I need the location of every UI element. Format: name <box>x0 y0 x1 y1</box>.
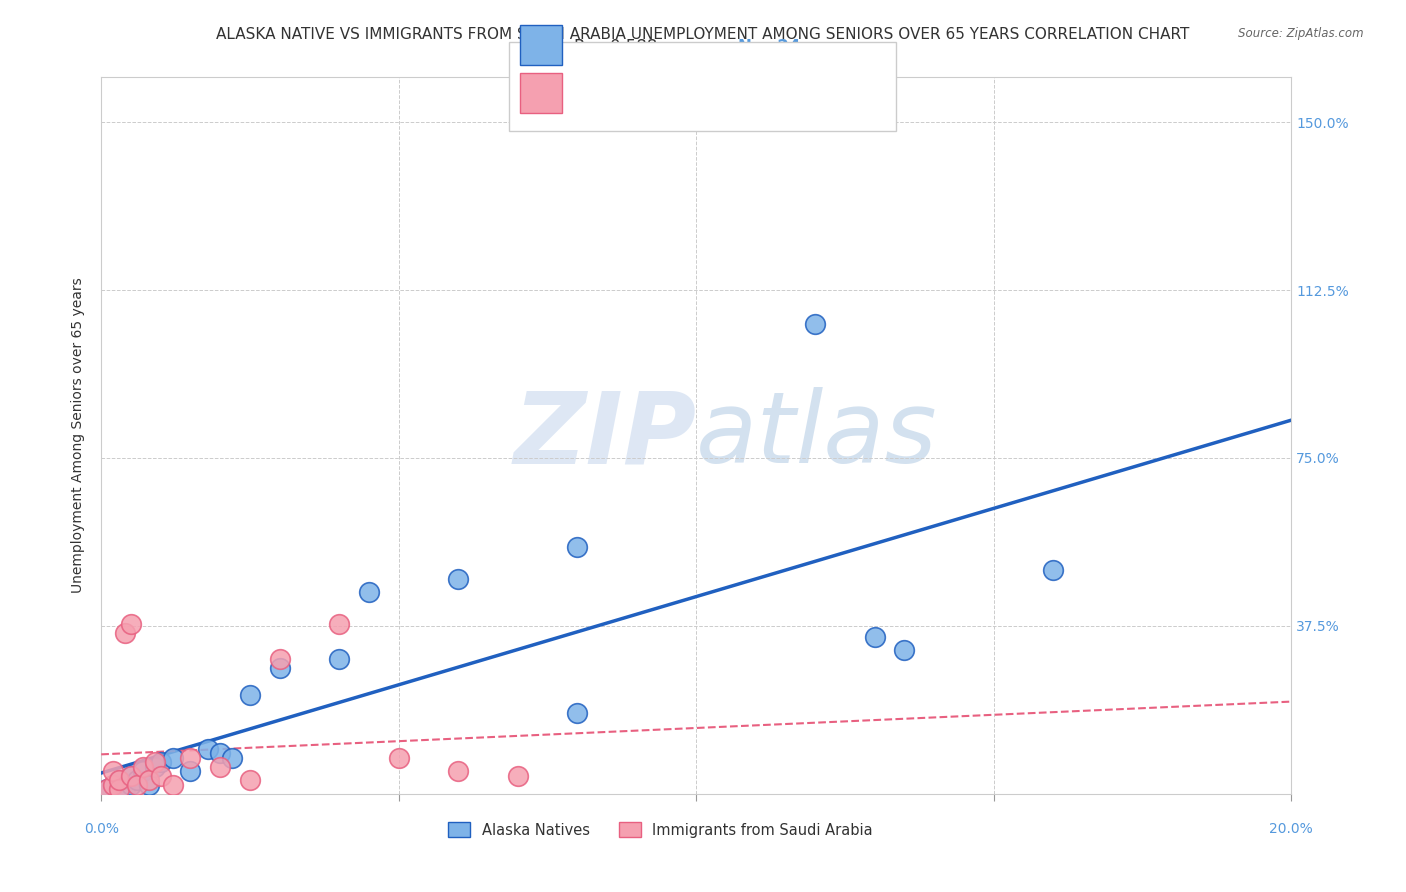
Point <box>328 652 350 666</box>
Point <box>101 778 124 792</box>
Point <box>114 782 136 797</box>
Point <box>114 625 136 640</box>
Point <box>209 760 232 774</box>
Point <box>567 706 589 720</box>
Point <box>269 661 291 675</box>
Text: 20.0%: 20.0% <box>1270 822 1313 836</box>
Point <box>804 317 827 331</box>
Point <box>567 541 589 555</box>
Point <box>239 773 262 788</box>
Point <box>108 773 131 788</box>
Point <box>239 688 262 702</box>
Point <box>149 756 172 770</box>
Text: N = 22: N = 22 <box>738 87 800 104</box>
Text: R = 0.468: R = 0.468 <box>574 87 657 104</box>
Point <box>96 782 118 797</box>
Point <box>1042 563 1064 577</box>
Point <box>125 778 148 792</box>
Point <box>132 760 155 774</box>
Y-axis label: Unemployment Among Seniors over 65 years: Unemployment Among Seniors over 65 years <box>72 277 86 593</box>
Point <box>132 764 155 779</box>
Point <box>120 769 142 783</box>
Point <box>179 751 201 765</box>
Point <box>388 751 411 765</box>
Text: ALASKA NATIVE VS IMMIGRANTS FROM SAUDI ARABIA UNEMPLOYMENT AMONG SENIORS OVER 65: ALASKA NATIVE VS IMMIGRANTS FROM SAUDI A… <box>217 27 1189 42</box>
Text: atlas: atlas <box>696 387 938 484</box>
Point <box>143 756 166 770</box>
Point <box>179 764 201 779</box>
Point <box>120 616 142 631</box>
Text: N = 24: N = 24 <box>738 38 800 56</box>
Point <box>893 643 915 657</box>
Point <box>328 616 350 631</box>
Point <box>863 630 886 644</box>
Point <box>447 572 470 586</box>
Point <box>162 751 184 765</box>
Point <box>197 742 219 756</box>
Point <box>96 782 118 797</box>
Point <box>120 769 142 783</box>
Point <box>143 760 166 774</box>
Point <box>101 778 124 792</box>
Point <box>447 764 470 779</box>
Text: R = 0.588: R = 0.588 <box>574 38 657 56</box>
Legend: Alaska Natives, Immigrants from Saudi Arabia: Alaska Natives, Immigrants from Saudi Ar… <box>443 816 879 844</box>
Point <box>269 652 291 666</box>
Point <box>209 747 232 761</box>
Point <box>138 778 160 792</box>
Point <box>357 585 380 599</box>
Point <box>120 778 142 792</box>
Point <box>125 773 148 788</box>
Point <box>101 764 124 779</box>
Point <box>108 782 131 797</box>
Point <box>162 778 184 792</box>
Point <box>221 751 243 765</box>
Point <box>149 769 172 783</box>
Point <box>108 782 131 797</box>
Text: 0.0%: 0.0% <box>84 822 118 836</box>
Point <box>506 769 529 783</box>
Point <box>138 773 160 788</box>
Text: ZIP: ZIP <box>513 387 696 484</box>
Text: Source: ZipAtlas.com: Source: ZipAtlas.com <box>1239 27 1364 40</box>
Point <box>108 773 131 788</box>
